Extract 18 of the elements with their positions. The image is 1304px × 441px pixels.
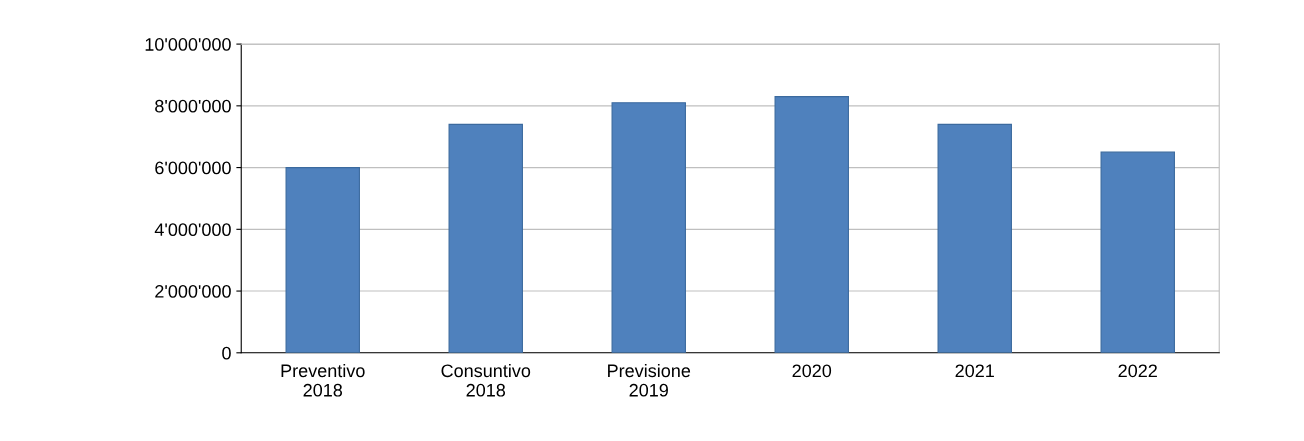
y-tick-label: 8'000'000 bbox=[155, 99, 231, 113]
y-tick-label: 4'000'000 bbox=[154, 223, 231, 237]
bar bbox=[774, 96, 849, 353]
x-tick-label: Preventivo 2018 bbox=[281, 363, 365, 397]
y-tick-label: 6'000'000 bbox=[155, 161, 231, 175]
x-tick-label: Consuntivo 2018 bbox=[441, 363, 531, 397]
y-tick-label: 2'000'000 bbox=[155, 284, 231, 298]
x-tick-label: 2021 bbox=[955, 364, 994, 378]
y-tick-label: 0 bbox=[222, 346, 231, 360]
y-tick-label: 10'000'000 bbox=[145, 38, 231, 51]
bar bbox=[448, 123, 523, 353]
bar bbox=[611, 102, 686, 353]
bar bbox=[937, 123, 1012, 353]
x-tick-label: Previsione 2019 bbox=[608, 363, 691, 397]
bar bbox=[1100, 151, 1175, 353]
x-tick-label: 2020 bbox=[792, 364, 832, 378]
x-tick-label: 2022 bbox=[1118, 364, 1157, 378]
bar bbox=[285, 167, 360, 353]
